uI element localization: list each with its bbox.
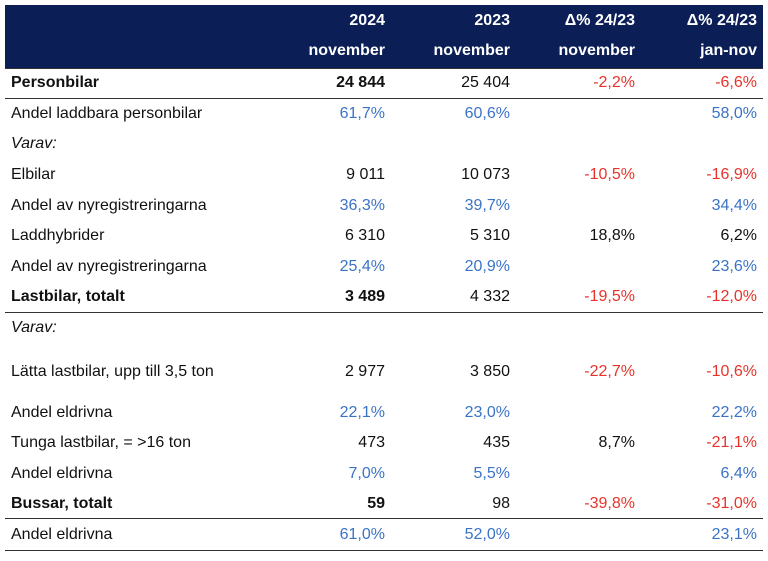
row-divider xyxy=(5,518,763,519)
value-2024: 59 xyxy=(367,495,385,512)
delta-ytd: -10,6% xyxy=(706,363,757,380)
value-2023: 39,7% xyxy=(464,197,510,214)
delta-month: 18,8% xyxy=(589,227,635,244)
value-2024: 9 011 xyxy=(346,166,385,183)
value-2024: 24 844 xyxy=(336,74,385,91)
row-label: Lastbilar, totalt xyxy=(11,288,125,305)
delta-ytd: 22,2% xyxy=(711,404,757,421)
header-delta: Δ% 24/23 xyxy=(564,12,635,29)
value-2024: 61,7% xyxy=(339,105,385,122)
delta-month: -39,8% xyxy=(584,495,635,512)
value-2024: 22,1% xyxy=(339,404,385,421)
value-2023: 52,0% xyxy=(464,526,510,543)
delta-ytd: 58,0% xyxy=(711,105,757,122)
row-divider xyxy=(5,312,763,313)
value-2024: 36,3% xyxy=(339,197,385,214)
delta-ytd: -21,1% xyxy=(706,434,757,451)
delta-month: -22,7% xyxy=(584,363,635,380)
table-header: 2024 november 2023 november Δ% 24/23 nov… xyxy=(5,5,763,69)
value-2023: 3 850 xyxy=(469,363,510,380)
value-2023: 4 332 xyxy=(469,288,510,305)
delta-ytd: 23,1% xyxy=(711,526,757,543)
value-2024: 6 310 xyxy=(344,227,385,244)
delta-month: 8,7% xyxy=(598,434,635,451)
delta-month: -19,5% xyxy=(584,288,635,305)
row-label: Tunga lastbilar, = >16 ton xyxy=(11,434,191,451)
value-2024: 473 xyxy=(358,434,385,451)
value-2023: 25 404 xyxy=(461,74,510,91)
row-label: Andel eldrivna xyxy=(11,404,113,421)
delta-month: -2,2% xyxy=(593,74,635,91)
delta-ytd: -31,0% xyxy=(706,495,757,512)
value-2024: 25,4% xyxy=(339,258,385,275)
value-2023: 23,0% xyxy=(464,404,510,421)
header-year: 2024 xyxy=(349,12,385,29)
header-delta: Δ% 24/23 xyxy=(686,12,757,29)
value-2024: 3 489 xyxy=(344,288,385,305)
value-2023: 435 xyxy=(483,434,510,451)
value-2024: 7,0% xyxy=(348,465,385,482)
value-2024: 61,0% xyxy=(339,526,385,543)
value-2023: 5 310 xyxy=(469,227,510,244)
value-2023: 60,6% xyxy=(464,105,510,122)
header-period: november xyxy=(433,42,510,59)
row-label: Lätta lastbilar, upp till 3,5 ton xyxy=(11,363,214,380)
header-period: jan-nov xyxy=(700,42,757,59)
row-label: Andel av nyregistreringarna xyxy=(11,197,207,214)
row-label: Elbilar xyxy=(11,166,56,183)
row-label: Varav: xyxy=(11,135,57,152)
delta-ytd: -6,6% xyxy=(715,74,757,91)
statistics-table: 2024 november 2023 november Δ% 24/23 nov… xyxy=(5,5,763,69)
row-divider xyxy=(5,98,763,99)
delta-ytd: -16,9% xyxy=(706,166,757,183)
header-period: november xyxy=(558,42,635,59)
row-divider xyxy=(5,68,763,69)
value-2023: 5,5% xyxy=(473,465,510,482)
row-divider xyxy=(5,550,763,551)
delta-ytd: 23,6% xyxy=(711,258,757,275)
value-2024: 2 977 xyxy=(344,363,385,380)
value-2023: 20,9% xyxy=(464,258,510,275)
row-label: Personbilar xyxy=(11,74,100,91)
delta-ytd: 6,4% xyxy=(720,465,757,482)
header-year: 2023 xyxy=(474,12,510,29)
delta-month: -10,5% xyxy=(584,166,635,183)
row-label: Bussar, totalt xyxy=(11,495,113,512)
delta-ytd: 34,4% xyxy=(711,197,757,214)
row-label: Andel laddbara personbilar xyxy=(11,105,203,122)
row-label: Laddhybrider xyxy=(11,227,105,244)
header-period: november xyxy=(308,42,385,59)
row-label: Varav: xyxy=(11,319,57,336)
row-label: Andel av nyregistreringarna xyxy=(11,258,207,275)
value-2023: 98 xyxy=(492,495,510,512)
delta-ytd: -12,0% xyxy=(706,288,757,305)
table-body: Personbilar 24 844 25 404 -2,2% -6,6% An… xyxy=(5,0,763,561)
value-2023: 10 073 xyxy=(461,166,510,183)
row-label: Andel eldrivna xyxy=(11,526,113,543)
delta-ytd: 6,2% xyxy=(720,227,757,244)
row-label: Andel eldrivna xyxy=(11,465,113,482)
